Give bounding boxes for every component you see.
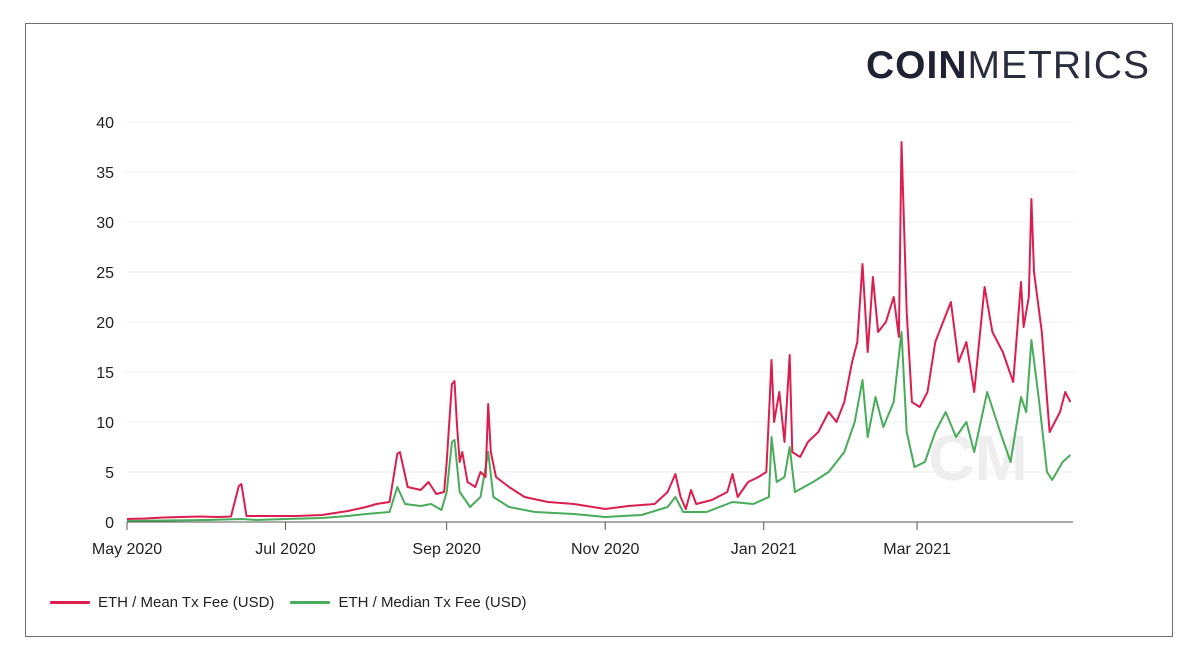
x-tick-label: Sep 2020 xyxy=(412,541,481,558)
y-tick-label: 5 xyxy=(105,465,114,482)
x-tick-label: Nov 2020 xyxy=(571,541,640,558)
logo-light-text: METRICS xyxy=(967,44,1150,87)
legend-item-mean[interactable]: ETH / Mean Tx Fee (USD) xyxy=(50,594,274,611)
y-tick-label: 40 xyxy=(96,115,114,132)
coinmetrics-logo: COINMETRICS xyxy=(866,44,1150,88)
y-tick-label: 0 xyxy=(105,515,114,532)
logo-bold-text: COIN xyxy=(866,44,968,87)
x-axis-ticks: May 2020 Jul 2020 Sep 2020 Nov 2020 Jan 2021… xyxy=(92,522,951,558)
grid-lines xyxy=(127,121,1073,473)
x-tick-label: Jul 2020 xyxy=(255,541,316,558)
legend-swatch-median xyxy=(290,601,331,604)
legend-label-median: ETH / Median Tx Fee (USD) xyxy=(338,594,527,611)
y-tick-label: 15 xyxy=(96,365,114,382)
legend-label-mean: ETH / Mean Tx Fee (USD) xyxy=(98,594,275,611)
y-tick-label: 30 xyxy=(96,215,114,232)
legend-item-median[interactable]: ETH / Median Tx Fee (USD) xyxy=(290,594,527,611)
legend-swatch-mean xyxy=(50,601,90,604)
series-line-mean-tx-fee[interactable] xyxy=(126,141,1072,520)
series-lines xyxy=(126,141,1072,522)
y-axis-ticks: 0 5 10 15 20 25 30 35 40 xyxy=(96,115,114,532)
x-tick-label: Jan 2021 xyxy=(731,541,797,558)
y-tick-label: 35 xyxy=(96,165,114,182)
x-tick-label: Mar 2021 xyxy=(883,541,951,558)
x-tick-label: May 2020 xyxy=(92,541,162,558)
chart-frame xyxy=(25,23,1173,637)
y-tick-label: 10 xyxy=(96,415,114,432)
legend: ETH / Mean Tx Fee (USD) ETH / Median Tx … xyxy=(50,594,543,611)
y-tick-label: 25 xyxy=(96,265,114,282)
y-tick-label: 20 xyxy=(96,315,114,332)
series-line-median-tx-fee[interactable] xyxy=(126,331,1072,522)
